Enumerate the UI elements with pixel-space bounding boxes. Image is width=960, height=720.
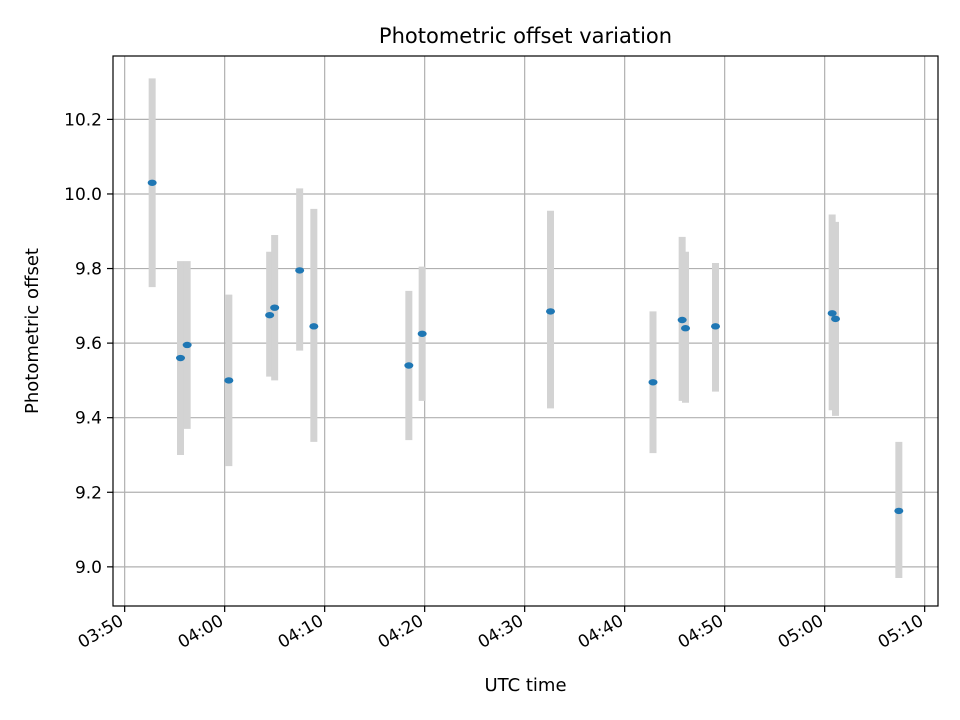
- y-tick-label: 9.0: [75, 558, 102, 578]
- chart-title: Photometric offset variation: [379, 24, 672, 48]
- data-point: [681, 325, 690, 332]
- data-point: [295, 267, 305, 274]
- data-point: [417, 330, 427, 337]
- data-point: [176, 354, 185, 362]
- data-point: [894, 507, 904, 515]
- data-point: [265, 311, 275, 319]
- data-point: [224, 377, 234, 384]
- data-point: [677, 316, 687, 324]
- data-point: [182, 341, 192, 349]
- y-tick-label: 9.2: [75, 483, 102, 503]
- grid: [113, 56, 938, 606]
- data-point: [309, 323, 319, 330]
- data-point: [648, 379, 658, 386]
- data-point: [827, 310, 837, 317]
- data-point: [404, 362, 414, 369]
- data-point: [147, 179, 157, 186]
- x-axis-label: UTC time: [484, 675, 566, 696]
- data-point: [711, 323, 720, 330]
- data-point: [270, 304, 280, 311]
- data-point: [546, 308, 555, 315]
- data-point: [831, 315, 840, 323]
- y-tick-label: 9.6: [75, 334, 102, 354]
- plot-area-frame: [112, 55, 939, 607]
- y-tick-label: 10.0: [64, 185, 102, 205]
- y-tick-label: 9.8: [75, 260, 102, 280]
- y-axis-label: Photometric offset: [22, 248, 43, 414]
- data-points: [147, 179, 904, 515]
- y-axis-ticks: 9.0 9.2 9.4 9.6 9.8 10.0 10.2: [64, 110, 113, 578]
- y-tick-label: 10.2: [64, 110, 102, 130]
- y-tick-label: 9.4: [75, 409, 102, 429]
